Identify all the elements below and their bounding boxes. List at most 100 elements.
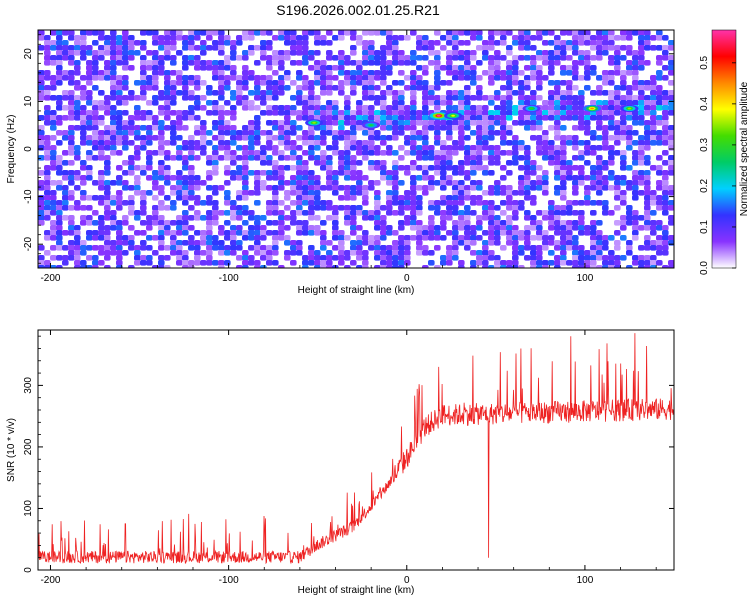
spectrogram-cell bbox=[638, 95, 645, 101]
spectrogram-cell bbox=[236, 170, 243, 176]
spectrogram-cell bbox=[62, 30, 69, 36]
spectrogram-cell bbox=[488, 225, 495, 231]
spectrogram-cell bbox=[80, 195, 87, 201]
spectrogram-cell bbox=[596, 30, 603, 36]
spectrogram-cell bbox=[410, 180, 417, 186]
spectrogram-cell bbox=[146, 135, 153, 141]
spectrogram-cell bbox=[428, 155, 435, 161]
spectrogram-cell bbox=[494, 160, 501, 166]
spectrogram-cell bbox=[182, 115, 189, 121]
spectrogram-cell bbox=[104, 185, 111, 191]
spectrogram-cell bbox=[338, 120, 345, 126]
spectrogram-cell bbox=[44, 195, 51, 201]
spectrogram-cell bbox=[212, 235, 219, 241]
spectrogram-cell bbox=[356, 210, 363, 216]
spectrogram-cell bbox=[662, 105, 669, 111]
spectrogram-cell bbox=[602, 110, 609, 116]
y-tick-label: 0 bbox=[23, 146, 34, 152]
spectrogram-cell bbox=[164, 140, 171, 146]
spectrogram-cell bbox=[170, 95, 177, 101]
spectrogram-cell bbox=[134, 95, 141, 101]
spectrogram-cell bbox=[368, 240, 375, 246]
spectrogram-cell bbox=[422, 105, 429, 111]
spectrogram-cell bbox=[194, 175, 201, 181]
spectrogram-cell bbox=[530, 45, 537, 51]
spectrogram-cell bbox=[590, 180, 597, 186]
spectrogram-cell bbox=[56, 255, 63, 261]
spectrogram-cell bbox=[452, 195, 459, 201]
spectrogram-cell bbox=[200, 140, 207, 146]
spectrogram-cell bbox=[380, 175, 387, 181]
spectrogram-peak bbox=[590, 107, 594, 110]
spectrogram-cell bbox=[446, 130, 453, 136]
spectrogram-cell bbox=[302, 260, 309, 266]
spectrogram-cell bbox=[62, 115, 69, 121]
spectrogram-cell bbox=[356, 205, 363, 211]
spectrogram-cell bbox=[338, 260, 345, 266]
spectrogram-cell bbox=[314, 35, 321, 41]
spectrogram-cell bbox=[458, 190, 465, 196]
spectrogram-cell bbox=[572, 30, 579, 36]
spectrogram-cell bbox=[416, 235, 423, 241]
spectrogram-cell bbox=[236, 195, 243, 201]
spectrogram-cell bbox=[170, 90, 177, 96]
spectrogram-cell bbox=[170, 245, 177, 251]
spectrogram-cell bbox=[236, 95, 243, 101]
spectrogram-cell bbox=[386, 115, 393, 121]
spectrogram-cell bbox=[176, 215, 183, 221]
spectrogram-cell bbox=[602, 90, 609, 96]
spectrogram-cell bbox=[638, 90, 645, 96]
spectrogram-cell bbox=[314, 95, 321, 101]
spectrogram-cell bbox=[200, 145, 207, 151]
spectrogram-cell bbox=[266, 170, 273, 176]
spectrogram-cell bbox=[584, 70, 591, 76]
spectrogram-cell bbox=[560, 210, 567, 216]
spectrogram-cell bbox=[68, 70, 75, 76]
spectrogram-cell bbox=[554, 225, 561, 231]
spectrogram-cell bbox=[266, 40, 273, 46]
spectrogram-cell bbox=[272, 205, 279, 211]
spectrogram-cell bbox=[50, 155, 57, 161]
spectrogram-cell bbox=[344, 55, 351, 61]
spectrogram-cell bbox=[656, 95, 663, 101]
spectrogram-cell bbox=[560, 90, 567, 96]
spectrogram-cell bbox=[122, 170, 129, 176]
spectrogram-cell bbox=[650, 105, 657, 111]
spectrogram-cell bbox=[44, 90, 51, 96]
spectrogram-cell bbox=[146, 255, 153, 261]
spectrogram-cell bbox=[182, 55, 189, 61]
spectrogram-cell bbox=[332, 210, 339, 216]
spectrogram-cell bbox=[644, 100, 651, 106]
spectrogram-cell bbox=[470, 170, 477, 176]
spectrogram-cell bbox=[260, 170, 267, 176]
spectrogram-cell bbox=[296, 115, 303, 121]
spectrogram-cell bbox=[254, 130, 261, 136]
spectrogram-cell bbox=[572, 40, 579, 46]
spectrogram-cell bbox=[296, 45, 303, 51]
spectrogram-cell bbox=[212, 185, 219, 191]
spectrogram-cell bbox=[572, 220, 579, 226]
spectrogram-cell bbox=[416, 115, 423, 121]
spectrogram-cell bbox=[230, 245, 237, 251]
spectrogram-cell bbox=[362, 50, 369, 56]
spectrogram-cell bbox=[86, 230, 93, 236]
spectrogram-cell bbox=[350, 130, 357, 136]
spectrogram-cell bbox=[368, 160, 375, 166]
spectrogram-cell bbox=[500, 200, 507, 206]
spectrogram-cell bbox=[104, 215, 111, 221]
spectrogram-cell bbox=[608, 95, 615, 101]
spectrogram-cell bbox=[104, 160, 111, 166]
spectrogram-cell bbox=[308, 150, 315, 156]
spectrogram-cell bbox=[368, 105, 375, 111]
spectrogram-cell bbox=[320, 75, 327, 81]
spectrogram-cell bbox=[488, 115, 495, 121]
spectrogram-cell bbox=[392, 40, 399, 46]
spectrogram-cell bbox=[152, 135, 159, 141]
spectrogram-cell bbox=[338, 130, 345, 136]
spectrogram-cell bbox=[638, 35, 645, 41]
spectrogram-cell bbox=[320, 105, 327, 111]
spectrogram-cell bbox=[488, 110, 495, 116]
spectrogram-cell bbox=[260, 45, 267, 51]
spectrogram-cell bbox=[410, 110, 417, 116]
spectrogram-cell bbox=[302, 100, 309, 106]
